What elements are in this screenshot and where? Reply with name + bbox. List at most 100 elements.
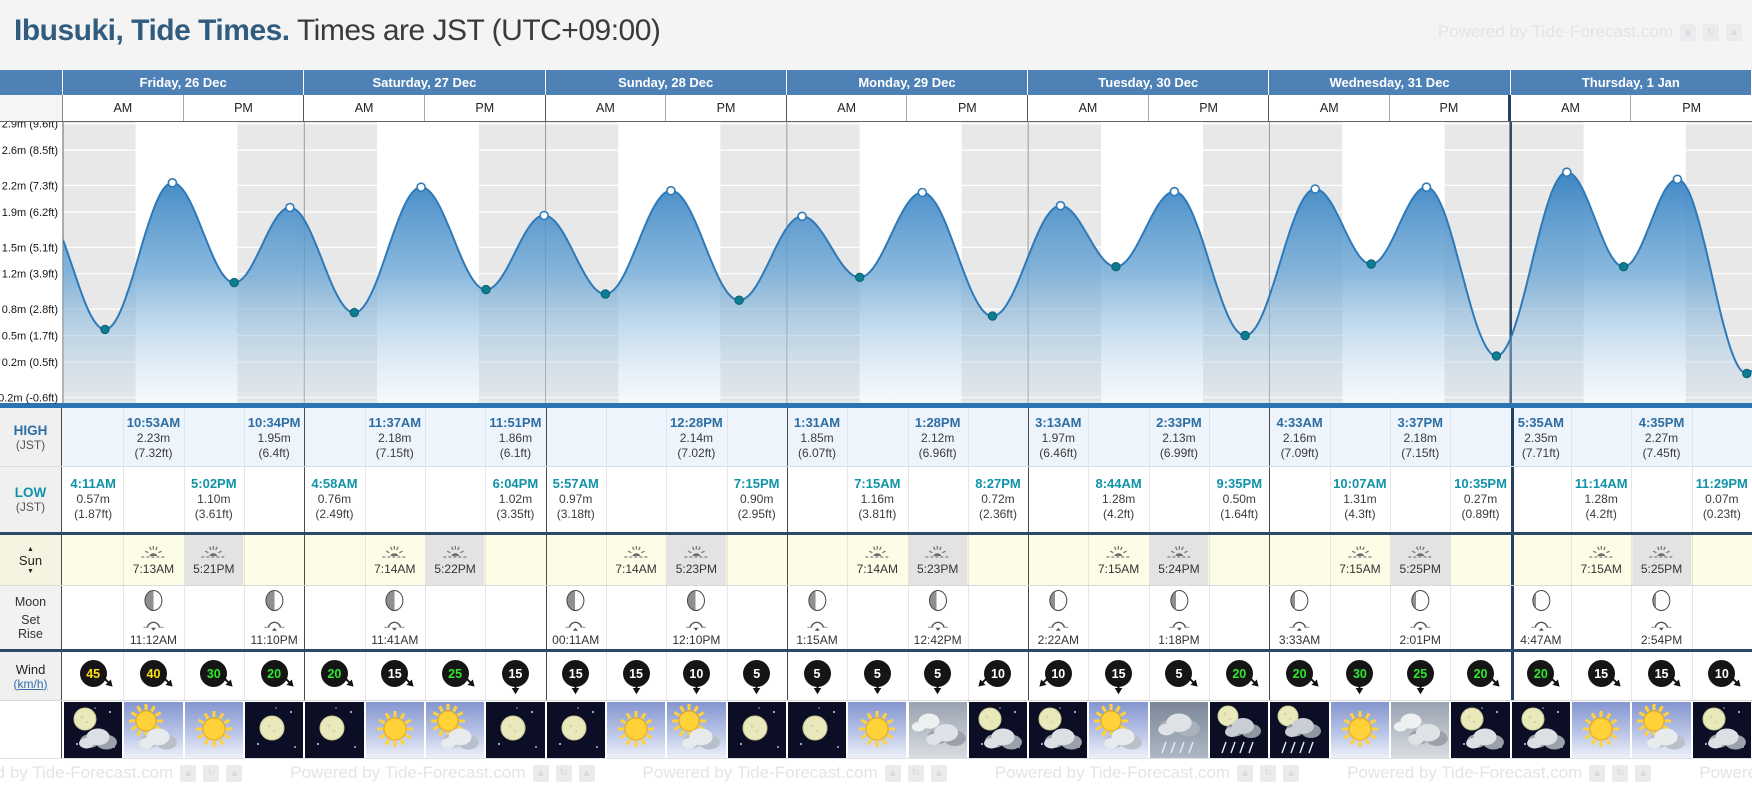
grid-line <box>1510 535 1514 585</box>
sun-horizon-icon <box>382 546 407 558</box>
sun-label-text: Sun <box>18 552 43 568</box>
wind-direction-arrow-icon <box>1490 677 1500 687</box>
pm-cell: PM <box>1682 101 1702 115</box>
grid-line <box>666 535 668 585</box>
high-tide-height-ft: (7.02ft) <box>677 445 716 460</box>
sunset-cell: 5:24PM <box>1149 535 1209 585</box>
sunrise-cell: 7:14AM <box>848 535 907 585</box>
day-header-7: Thursday, 1 Jan <box>1511 70 1752 95</box>
sunset-cell: 5:21PM <box>184 535 244 585</box>
moon-phase-icon <box>1531 590 1550 611</box>
moon-entry: 11:10PM <box>251 590 298 647</box>
grid-line <box>666 408 668 466</box>
sunrise-time: 7:15AM <box>1097 562 1140 576</box>
tide-curve-svg: 2.9m (9.6ft) 2.6m (8.5ft) 2.2m (7.3ft) 1.9m… <box>0 119 1752 408</box>
watermark-group: Powered by Tide-Forecast.com ▲ ↻ ▲ <box>0 763 243 783</box>
wind-units-link[interactable]: (km/h) <box>13 676 48 691</box>
weather-icon-sunny <box>848 702 907 758</box>
sunrise-triangle-icon: ▲ <box>27 545 34 553</box>
low-tide-height-m: 1.02m <box>498 492 533 506</box>
sun-horizon-icon <box>1166 546 1191 558</box>
low-tide-height-m: 0.72m <box>981 492 1015 506</box>
wind-speed-badge: 5 <box>1165 660 1199 687</box>
grid-line <box>1329 467 1331 532</box>
grid-line <box>967 535 969 585</box>
watermark-group: Powered by Tide-Forecast.com ▲ ↻ ▲ <box>1347 763 1652 783</box>
moon-entry: 2:01PM <box>1400 590 1441 647</box>
grid-line <box>605 652 607 700</box>
svg-text:2.9m (9.6ft): 2.9m (9.6ft) <box>2 122 58 131</box>
moon-entry: 1:18PM <box>1158 590 1200 647</box>
low-tide-time: 6:04PM <box>492 476 539 491</box>
grid-line <box>243 408 245 466</box>
sun-horizon-icon <box>443 546 468 558</box>
weather-icon-night-rain <box>1270 702 1329 758</box>
am-cell: AM <box>63 95 184 121</box>
wind-direction-arrow-icon <box>1248 677 1259 687</box>
grid-line <box>1329 586 1331 649</box>
wind-direction-arrow-icon <box>1671 677 1681 687</box>
sun-horizon-icon <box>141 546 166 558</box>
low-tide-height-ft: (4.2ft) <box>1102 506 1135 521</box>
grid-line <box>1450 586 1452 649</box>
grid-line <box>1390 652 1392 700</box>
title-bar: Ibusuki, Tide Times. Times are JST (UTC+… <box>0 0 1752 70</box>
pm-cell: PM <box>425 95 546 121</box>
moon-phase-icon <box>385 590 404 611</box>
timezone-subtitle: Times are JST (UTC+09:00) <box>289 14 661 47</box>
moon-set-icon <box>1410 621 1431 631</box>
wind-direction-arrow-icon <box>102 677 113 687</box>
weather-icon-sunny <box>365 702 424 758</box>
powered-by-text: Powered by Tide-Forecast.com <box>290 763 526 782</box>
grid-line <box>1028 586 1030 649</box>
wind-direction-arrow-icon <box>1416 682 1425 695</box>
watermark-row: Powered by Tide-Forecast.com ▲ ↻ ▲ Powered b… <box>0 759 1752 787</box>
moon-entry: 3:33AM <box>1279 590 1320 647</box>
low-tide-time: 5:02PM <box>191 476 237 491</box>
grid-line <box>304 535 306 585</box>
grid-line <box>605 408 607 466</box>
share-icon: ↻ <box>907 764 924 782</box>
low-tide-height-m: 0.90m <box>740 492 774 506</box>
wind-speed-badge: 25 <box>1406 660 1434 695</box>
sunrise-time: 7:13AM <box>132 562 175 576</box>
grid-line <box>1269 408 1271 466</box>
high-tide-height-ft: (6.4ft) <box>258 445 290 460</box>
grid-line <box>1510 652 1514 700</box>
high-tide-height-m: 1.85m <box>800 431 834 445</box>
high-tide-height-m: 2.18m <box>1403 431 1437 445</box>
high-tide-entry: 4:35PM 2.27m (7.45ft) <box>1607 415 1717 460</box>
grid-line <box>364 408 366 466</box>
grid-line <box>364 586 366 649</box>
moon-rise-time: 00:11AM <box>552 633 600 647</box>
wind-speed-badge: 10 <box>682 660 710 695</box>
grid-line <box>364 652 366 700</box>
high-tide-time: 10:53AM <box>126 415 181 430</box>
moon-entry: 4:47AM <box>1520 590 1562 647</box>
grid-line <box>1571 652 1573 700</box>
high-tide-time: 5:35AM <box>1517 415 1564 430</box>
grid-line <box>1028 467 1030 532</box>
powered-by-text: Powered by Tide-Forecast.com <box>1437 22 1673 41</box>
watermark-group: Powered by Tide-Forecast.com ▲ ↻ ▲ <box>290 763 595 783</box>
high-tide-time: 3:37PM <box>1397 415 1443 430</box>
high-tide-height-ft: (6.46ft) <box>1039 445 1078 460</box>
moon-rise-time: 2:22AM <box>1037 633 1079 647</box>
wind-speed-badge: 5 <box>924 660 952 695</box>
wind-speed-badge: 15 <box>1648 660 1681 687</box>
day-header-1: Friday, 26 Dec <box>63 70 305 95</box>
weather-icon-night-rain <box>1210 702 1269 758</box>
high-tide-time: 12:28PM <box>670 415 723 430</box>
moon-phase-icon <box>265 590 284 611</box>
weather-icon-clear-night <box>787 702 847 758</box>
pm-cell: PM <box>184 95 305 121</box>
page-title: Ibusuki, Tide Times. Times are JST (UTC+… <box>14 14 661 48</box>
wind-row: Wind (km/h) 45 40 30 20 20 15 25 15 15 15 10 5 5 5 5 10… <box>0 652 1752 701</box>
high-tide-height-ft: (7.45ft) <box>1642 445 1681 460</box>
grid-line <box>1028 652 1030 700</box>
grid-line <box>1269 467 1271 532</box>
wind-direction-arrow-icon <box>752 682 761 695</box>
moon-set-time: 2:01PM <box>1399 633 1441 647</box>
low-tide-height-ft: (4.2ft) <box>1585 506 1617 521</box>
moon-phase-icon <box>687 590 706 611</box>
